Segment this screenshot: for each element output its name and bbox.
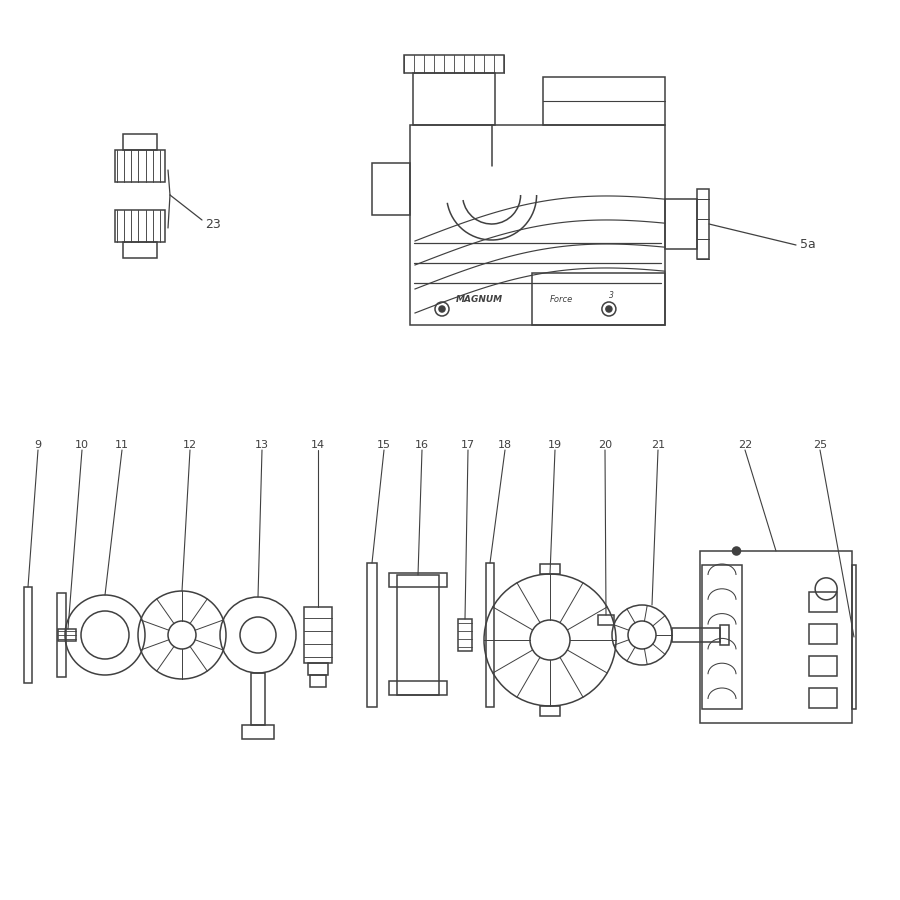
Text: 25: 25	[813, 440, 827, 450]
Bar	[852, 565, 856, 709]
Text: 15: 15	[377, 440, 391, 450]
Bar	[809, 592, 837, 612]
Text: 22: 22	[738, 440, 752, 450]
Text: 23: 23	[205, 219, 220, 231]
Circle shape	[439, 306, 445, 312]
Bar	[115, 150, 165, 182]
Bar	[310, 675, 326, 687]
Bar	[809, 688, 837, 708]
Text: 9: 9	[34, 440, 41, 450]
Text: 18: 18	[498, 440, 512, 450]
Text: 17: 17	[461, 440, 475, 450]
Bar	[304, 607, 332, 663]
Bar	[58, 629, 76, 641]
Bar	[372, 163, 410, 215]
Bar	[672, 628, 720, 642]
Text: 19: 19	[548, 440, 562, 450]
Text: 20: 20	[598, 440, 612, 450]
Bar	[540, 564, 560, 574]
Bar	[665, 199, 697, 249]
Text: 16: 16	[415, 440, 429, 450]
Bar	[700, 551, 852, 723]
Bar	[413, 73, 495, 125]
Text: 13: 13	[255, 440, 269, 450]
Bar	[242, 725, 274, 739]
Bar	[543, 77, 665, 125]
Text: 10: 10	[75, 440, 89, 450]
Bar	[540, 706, 560, 716]
Text: MAGNUM: MAGNUM	[456, 295, 503, 304]
Bar	[57, 593, 66, 677]
Bar	[251, 673, 265, 725]
Bar	[123, 242, 157, 258]
Bar	[24, 587, 32, 683]
Text: Force: Force	[550, 295, 573, 304]
Bar	[115, 210, 165, 242]
Circle shape	[606, 306, 612, 312]
Text: 12: 12	[183, 440, 197, 450]
Bar	[308, 663, 328, 675]
Bar	[404, 55, 504, 73]
Bar	[410, 125, 665, 325]
Bar	[389, 681, 447, 695]
Bar	[702, 565, 742, 709]
Bar	[397, 575, 439, 695]
Bar	[123, 134, 157, 150]
Bar	[809, 656, 837, 676]
Text: 5a: 5a	[800, 238, 815, 251]
Bar	[389, 573, 447, 587]
Text: 14: 14	[310, 440, 325, 450]
Bar	[367, 563, 377, 707]
Text: 11: 11	[115, 440, 129, 450]
Text: 21: 21	[651, 440, 665, 450]
Bar	[533, 273, 665, 325]
Bar	[697, 189, 709, 259]
Text: 3: 3	[609, 291, 614, 300]
Bar	[720, 625, 729, 645]
Bar	[598, 615, 614, 625]
Bar	[809, 624, 837, 644]
Bar	[486, 563, 494, 707]
Circle shape	[733, 547, 741, 555]
Bar	[458, 619, 472, 651]
